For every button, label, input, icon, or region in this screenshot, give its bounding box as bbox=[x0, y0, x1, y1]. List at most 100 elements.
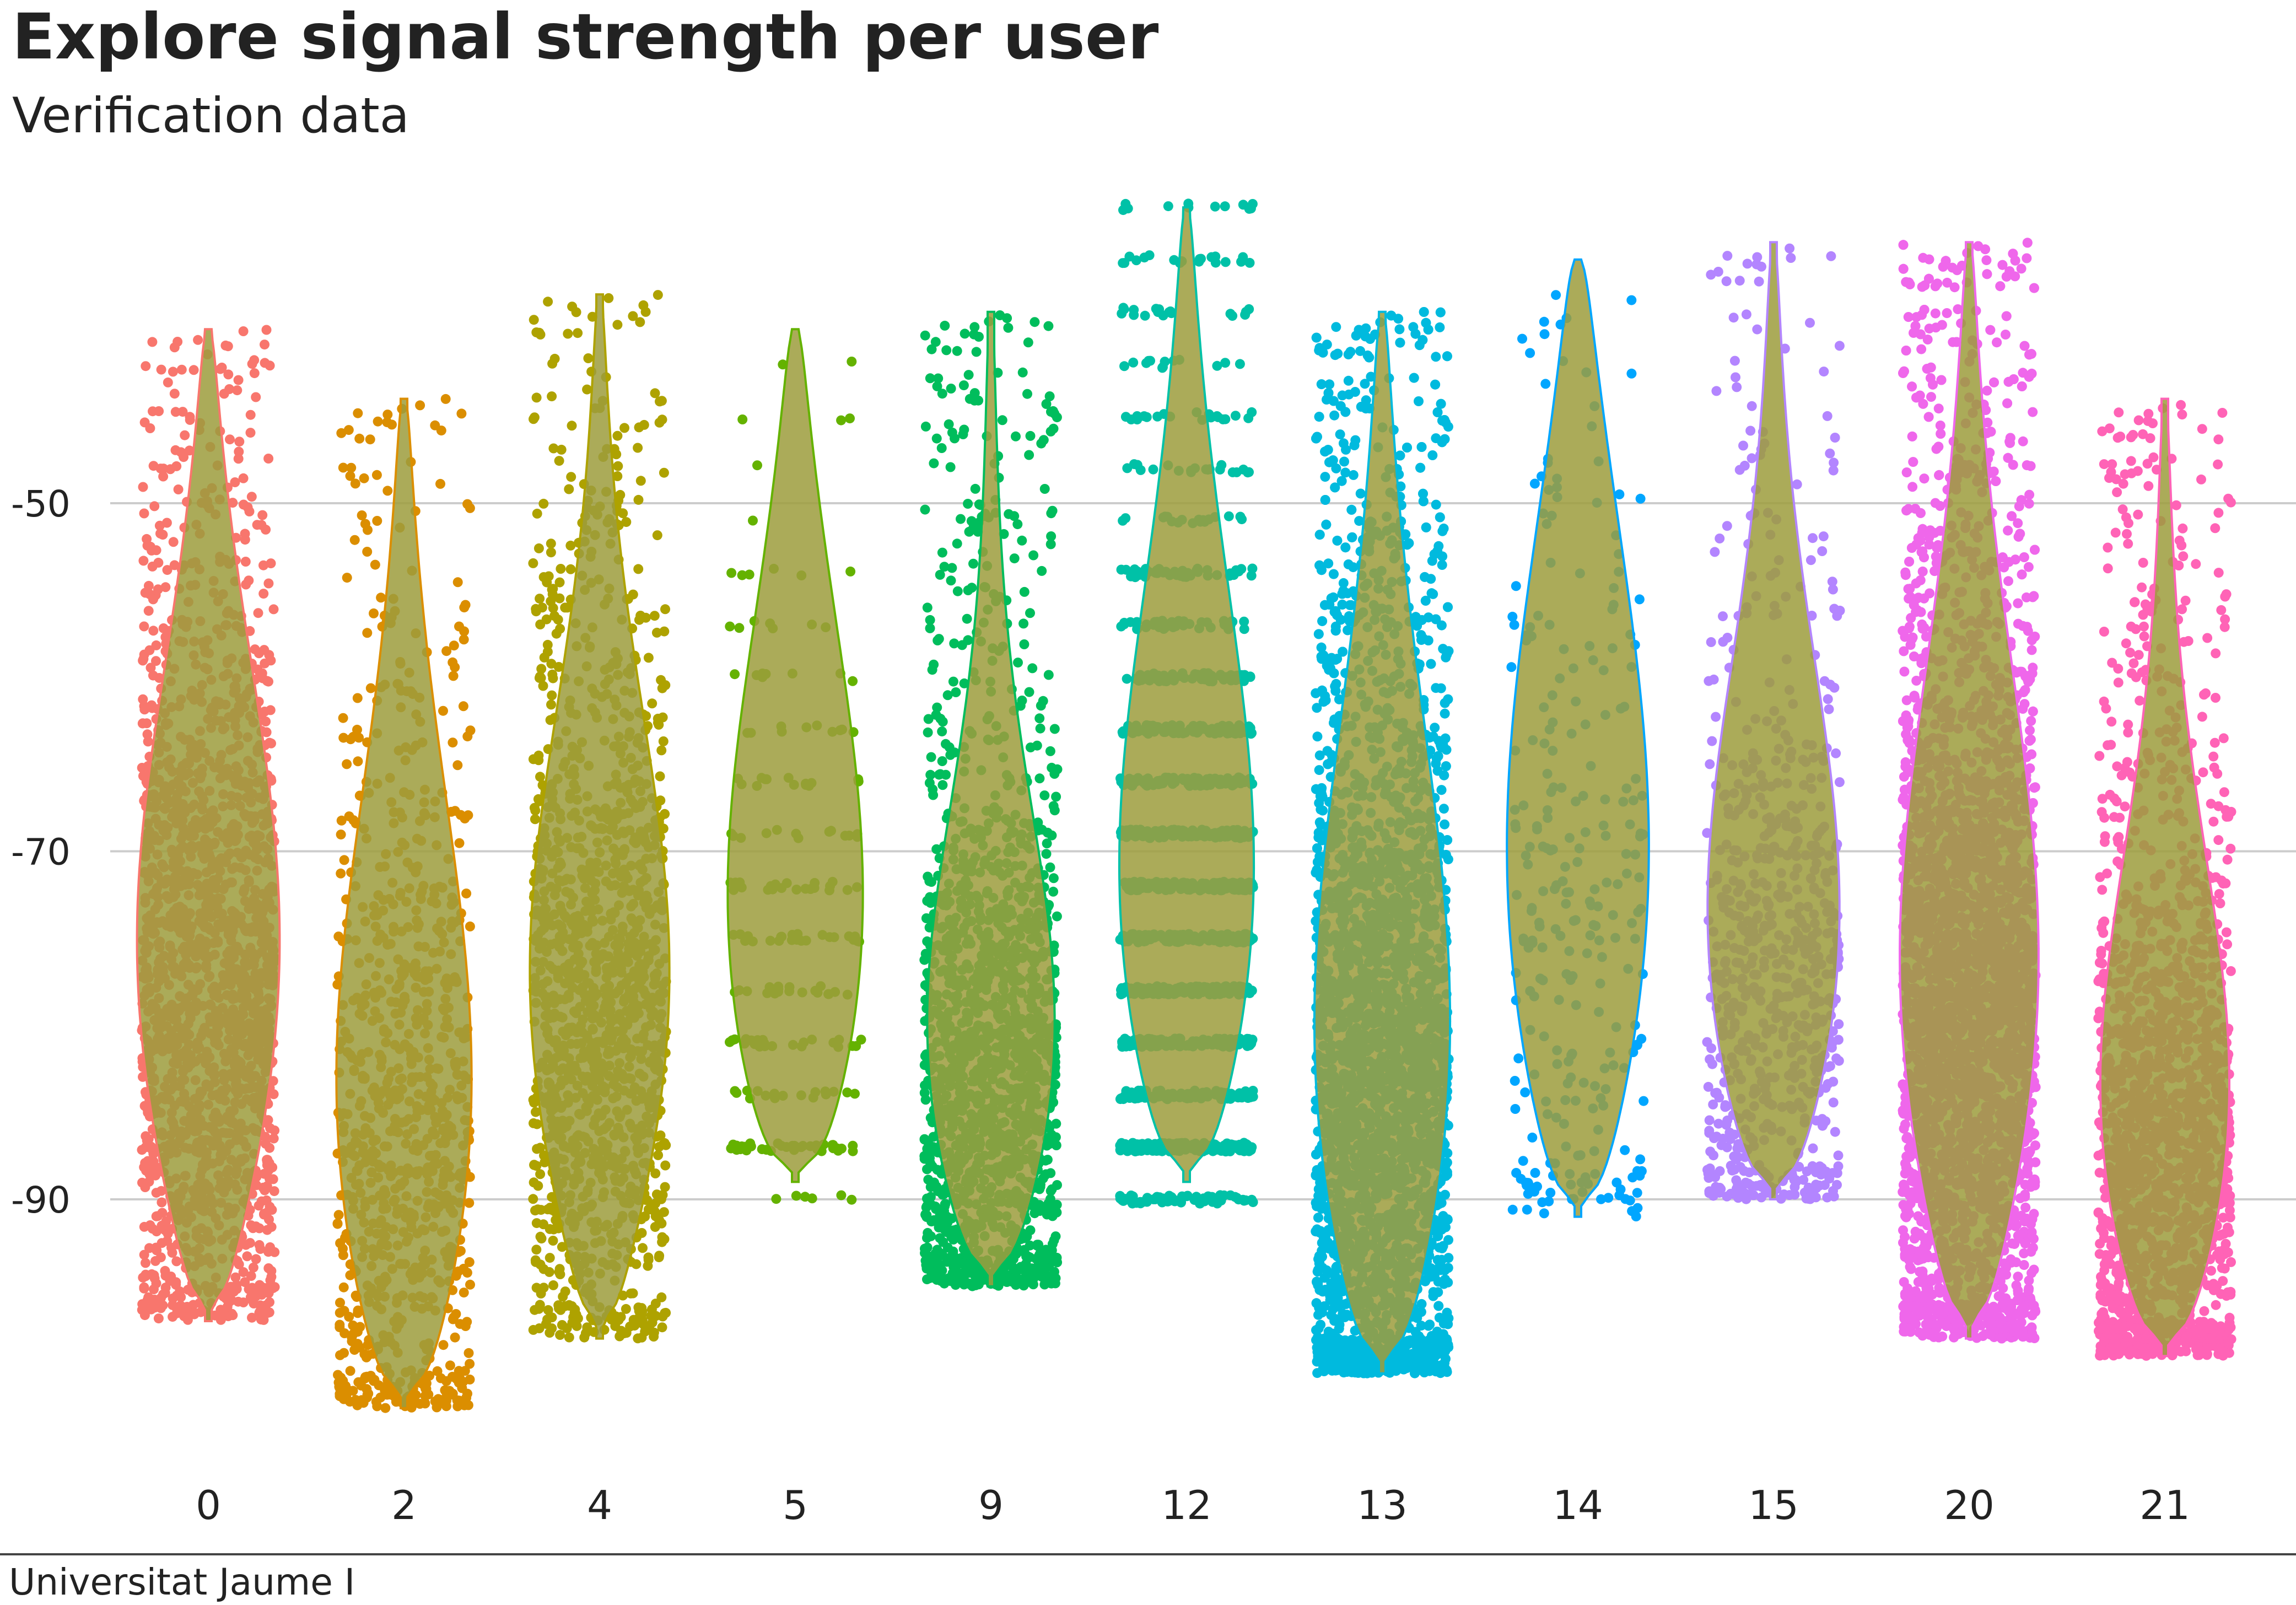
data-point bbox=[338, 1282, 349, 1292]
data-point bbox=[143, 580, 154, 591]
data-point bbox=[338, 462, 348, 473]
data-point bbox=[462, 499, 473, 509]
data-point bbox=[244, 507, 255, 516]
data-point bbox=[139, 417, 150, 428]
data-point bbox=[845, 566, 856, 577]
data-point bbox=[952, 346, 962, 356]
data-point bbox=[582, 384, 592, 395]
data-point bbox=[528, 558, 538, 568]
data-point bbox=[547, 669, 558, 680]
data-point bbox=[534, 673, 545, 683]
data-point bbox=[533, 1181, 543, 1191]
data-point bbox=[946, 384, 956, 394]
data-point bbox=[848, 1140, 858, 1151]
data-point bbox=[173, 484, 184, 494]
data-point bbox=[926, 752, 936, 762]
data-point bbox=[260, 707, 270, 717]
data-point bbox=[240, 1277, 250, 1288]
data-point bbox=[357, 510, 367, 520]
data-point bbox=[233, 454, 244, 464]
data-point bbox=[655, 771, 665, 782]
data-point bbox=[262, 676, 272, 686]
data-point bbox=[160, 1265, 170, 1276]
data-point bbox=[420, 1398, 430, 1408]
data-point bbox=[737, 414, 748, 424]
data-point bbox=[771, 1194, 781, 1204]
data-point bbox=[535, 1231, 546, 1242]
data-point bbox=[548, 1280, 558, 1290]
data-point bbox=[144, 645, 155, 655]
data-point bbox=[459, 634, 469, 645]
data-point bbox=[233, 1296, 244, 1307]
data-point bbox=[612, 430, 623, 441]
data-point bbox=[138, 482, 148, 492]
data-point bbox=[142, 1295, 153, 1305]
data-point bbox=[184, 445, 195, 456]
data-point bbox=[649, 611, 660, 621]
data-point bbox=[255, 1244, 266, 1254]
data-point bbox=[139, 621, 149, 632]
data-point bbox=[441, 646, 452, 656]
data-point bbox=[258, 589, 269, 599]
data-point bbox=[657, 1232, 667, 1242]
data-point bbox=[373, 416, 383, 427]
data-point bbox=[731, 1145, 742, 1155]
data-point bbox=[612, 320, 623, 330]
data-point bbox=[255, 1281, 266, 1291]
data-point bbox=[464, 1257, 475, 1267]
data-point bbox=[268, 1133, 279, 1144]
data-point bbox=[258, 560, 268, 570]
data-point bbox=[1023, 337, 1033, 348]
data-point bbox=[238, 473, 249, 483]
data-point bbox=[532, 508, 542, 519]
data-point bbox=[148, 594, 158, 605]
data-point bbox=[139, 1310, 150, 1321]
data-point bbox=[533, 543, 544, 553]
data-point bbox=[554, 1303, 564, 1313]
data-point bbox=[141, 1131, 151, 1141]
data-point bbox=[548, 1236, 558, 1246]
data-point bbox=[650, 1168, 661, 1178]
data-point bbox=[463, 1348, 474, 1358]
data-point bbox=[452, 577, 463, 588]
data-point bbox=[246, 492, 257, 502]
data-point bbox=[545, 1203, 556, 1213]
data-point bbox=[170, 445, 181, 455]
data-point bbox=[362, 628, 373, 638]
data-point bbox=[343, 425, 354, 435]
data-point bbox=[335, 1319, 345, 1330]
data-point bbox=[246, 1271, 256, 1281]
data-point bbox=[465, 921, 475, 931]
data-point bbox=[234, 446, 244, 457]
data-point bbox=[457, 1383, 467, 1393]
data-point bbox=[188, 365, 199, 375]
data-point bbox=[528, 1324, 538, 1335]
data-point bbox=[615, 489, 626, 500]
data-point bbox=[997, 415, 1007, 426]
data-point bbox=[255, 1300, 266, 1311]
data-point bbox=[153, 1313, 164, 1324]
data-point bbox=[569, 1308, 580, 1318]
data-point bbox=[365, 434, 375, 445]
data-point bbox=[345, 1366, 355, 1376]
data-point bbox=[234, 1259, 244, 1269]
data-point bbox=[553, 615, 563, 625]
data-point bbox=[633, 443, 643, 453]
data-point bbox=[173, 337, 183, 347]
data-point bbox=[254, 648, 264, 659]
data-point bbox=[143, 736, 153, 747]
data-point bbox=[158, 471, 169, 482]
data-point bbox=[421, 1383, 430, 1394]
data-point bbox=[269, 1186, 279, 1197]
data-point bbox=[147, 337, 158, 347]
data-point bbox=[148, 461, 159, 471]
data-point bbox=[734, 623, 745, 633]
data-point bbox=[1046, 531, 1057, 541]
data-point bbox=[262, 1208, 272, 1218]
data-point bbox=[171, 1290, 182, 1301]
data-point bbox=[336, 868, 346, 879]
data-point bbox=[438, 1340, 449, 1350]
data-point bbox=[637, 1332, 647, 1343]
data-point bbox=[630, 1319, 640, 1329]
